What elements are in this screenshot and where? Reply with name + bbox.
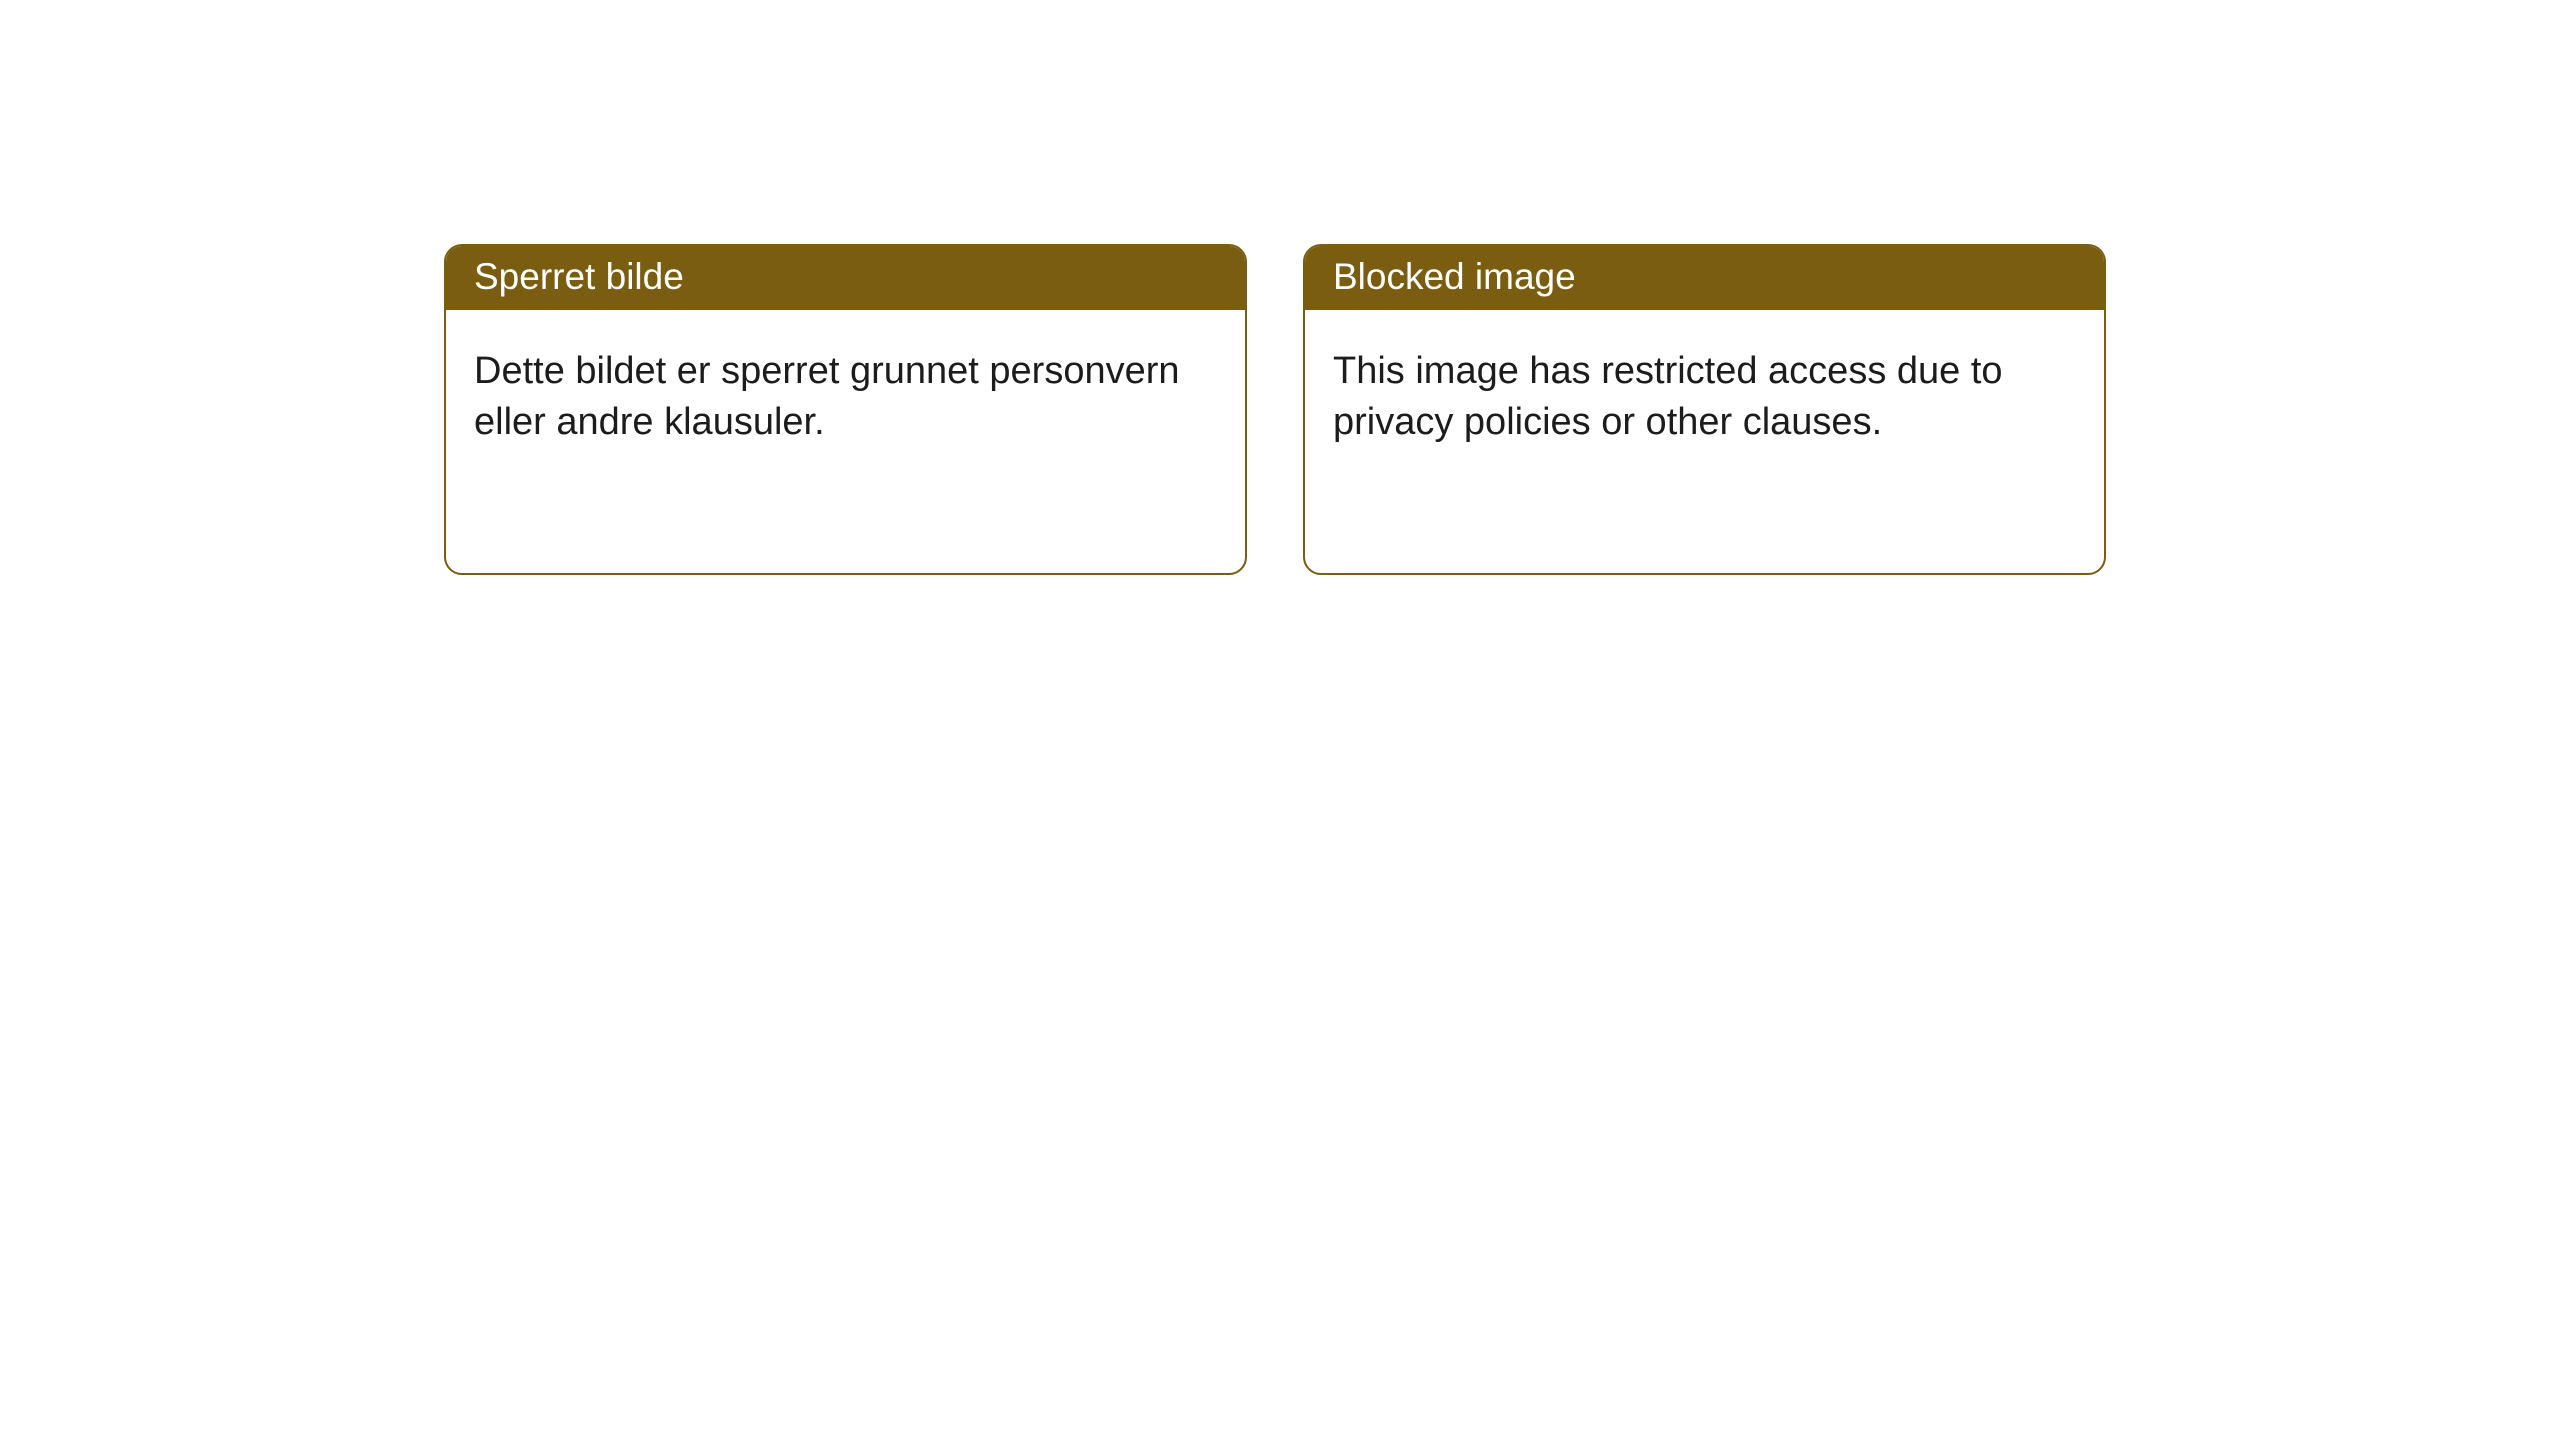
notice-header: Blocked image (1305, 246, 2104, 310)
notice-body: This image has restricted access due to … (1305, 310, 2104, 477)
notice-title: Blocked image (1333, 256, 1576, 297)
notice-body-text: This image has restricted access due to … (1333, 350, 2003, 443)
notice-body: Dette bildet er sperret grunnet personve… (446, 310, 1245, 477)
notice-container: Sperret bilde Dette bildet er sperret gr… (0, 0, 2560, 575)
notice-title: Sperret bilde (474, 256, 684, 297)
notice-header: Sperret bilde (446, 246, 1245, 310)
notice-card-english: Blocked image This image has restricted … (1303, 244, 2106, 575)
notice-card-norwegian: Sperret bilde Dette bildet er sperret gr… (444, 244, 1247, 575)
notice-body-text: Dette bildet er sperret grunnet personve… (474, 350, 1180, 443)
